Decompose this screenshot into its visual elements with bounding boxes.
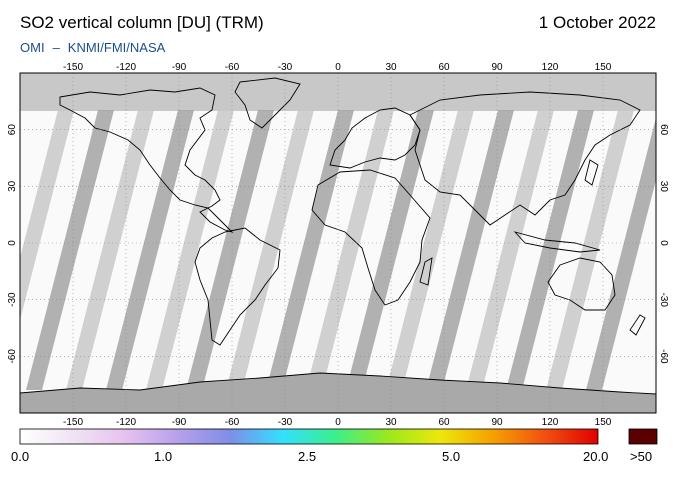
orbit-swath <box>146 110 234 390</box>
colorbar-label-5: >50 <box>630 449 653 464</box>
orbit-swath <box>346 110 434 390</box>
orbit-swath <box>186 110 274 390</box>
orbit-swath <box>386 110 474 390</box>
new-zealand-outline <box>629 314 646 336</box>
longitude-tick-label-bottom: -150 <box>63 417 83 428</box>
orbit-swath <box>306 110 394 390</box>
longitude-tick-label-bottom: -120 <box>116 417 136 428</box>
orbit-swaths <box>20 73 656 390</box>
orbit-swath <box>546 110 634 390</box>
longitude-tick-label-bottom: -60 <box>225 417 240 428</box>
colorbar-gradient <box>19 428 599 445</box>
colorbar <box>19 428 658 445</box>
greenland-outline <box>234 77 301 129</box>
colorbar-label-0: 0.0 <box>11 449 30 464</box>
longitude-tick-label-top: -90 <box>172 62 187 73</box>
map-title: SO2 vertical column [DU] (TRM) <box>20 13 264 32</box>
institutions-label: KNMI/FMI/NASA <box>67 40 166 55</box>
colorbar-label-3: 5.0 <box>442 449 461 464</box>
latitude-tick-label-right: 0 <box>658 240 669 246</box>
orbit-swath <box>426 110 514 390</box>
latitude-tick-label-left: 0 <box>7 240 18 246</box>
longitude-tick-label-top: -120 <box>116 62 136 73</box>
colorbar-overflow-box <box>628 428 658 445</box>
australia-outline <box>547 257 616 311</box>
map-frame <box>19 72 657 414</box>
longitude-tick-label-bottom: 0 <box>335 417 341 428</box>
north-america-outline <box>59 87 234 233</box>
longitude-tick-label-top: 30 <box>385 62 397 73</box>
longitude-tick-label-top: 150 <box>595 62 612 73</box>
orbit-swath <box>226 110 314 390</box>
colorbar-label-4: 20.0 <box>583 449 609 464</box>
longitude-tick-label-bottom: -30 <box>278 417 293 428</box>
credits-separator: – <box>52 40 60 55</box>
orbit-swath <box>20 110 74 320</box>
latitude-tick-label-left: -60 <box>7 349 18 364</box>
latitude-tick-label-left: -30 <box>7 292 18 307</box>
longitude-tick-label-top: 0 <box>335 62 341 73</box>
orbit-swath <box>266 110 354 390</box>
longitude-tick-label-bottom: 60 <box>438 417 450 428</box>
instrument-label: OMI <box>20 40 45 55</box>
map-area: -150 -150 -120 -120 -90 -90 -60 -60 -30 -30 0 0 30 30… <box>7 62 669 428</box>
longitude-tick-label-bottom: 120 <box>542 417 559 428</box>
latitude-tick-label-right: -30 <box>658 292 669 307</box>
longitude-tick-label-top: 90 <box>491 62 503 73</box>
colorbar-label-1: 1.0 <box>154 449 173 464</box>
orbit-swath <box>66 110 154 390</box>
south-america-outline <box>194 227 281 346</box>
credits: OMI – KNMI/FMI/NASA <box>20 40 165 55</box>
longitude-tick-label-top: -150 <box>63 62 83 73</box>
longitude-tick-label-bottom: 150 <box>595 417 612 428</box>
longitude-tick-label-top: -60 <box>225 62 240 73</box>
orbit-swath <box>466 110 554 390</box>
longitude-tick-label-top: -30 <box>278 62 293 73</box>
orbit-swath <box>106 110 194 390</box>
indonesia-outline <box>513 231 601 253</box>
longitude-tick-label-top: 120 <box>542 62 559 73</box>
gridlines <box>20 73 656 413</box>
africa-outline <box>311 169 431 306</box>
longitude-tick-label-bottom: -90 <box>172 417 187 428</box>
madagascar-outline <box>419 257 433 286</box>
latitude-tick-label-right: -60 <box>658 349 669 364</box>
orbit-swath <box>586 117 656 390</box>
japan-outline <box>584 159 599 186</box>
longitude-tick-label-top: 60 <box>438 62 450 73</box>
latitude-tick-label-right: 30 <box>658 181 669 193</box>
axis-ticks: -150 -150 -120 -120 -90 -90 -60 -60 -30 -30 0 0 30 30… <box>7 62 669 428</box>
latitude-tick-label-left: 60 <box>7 124 18 136</box>
longitude-tick-label-bottom: 30 <box>385 417 397 428</box>
latitude-tick-label-left: 30 <box>7 180 18 192</box>
map-date: 1 October 2022 <box>538 13 656 32</box>
asia-outline <box>409 91 641 226</box>
colorbar-label-2: 2.5 <box>298 449 317 464</box>
latitude-tick-label-right: 60 <box>658 124 669 136</box>
longitude-tick-label-bottom: 90 <box>491 417 503 428</box>
no-data-arctic <box>20 73 656 111</box>
orbit-swath <box>26 110 114 390</box>
